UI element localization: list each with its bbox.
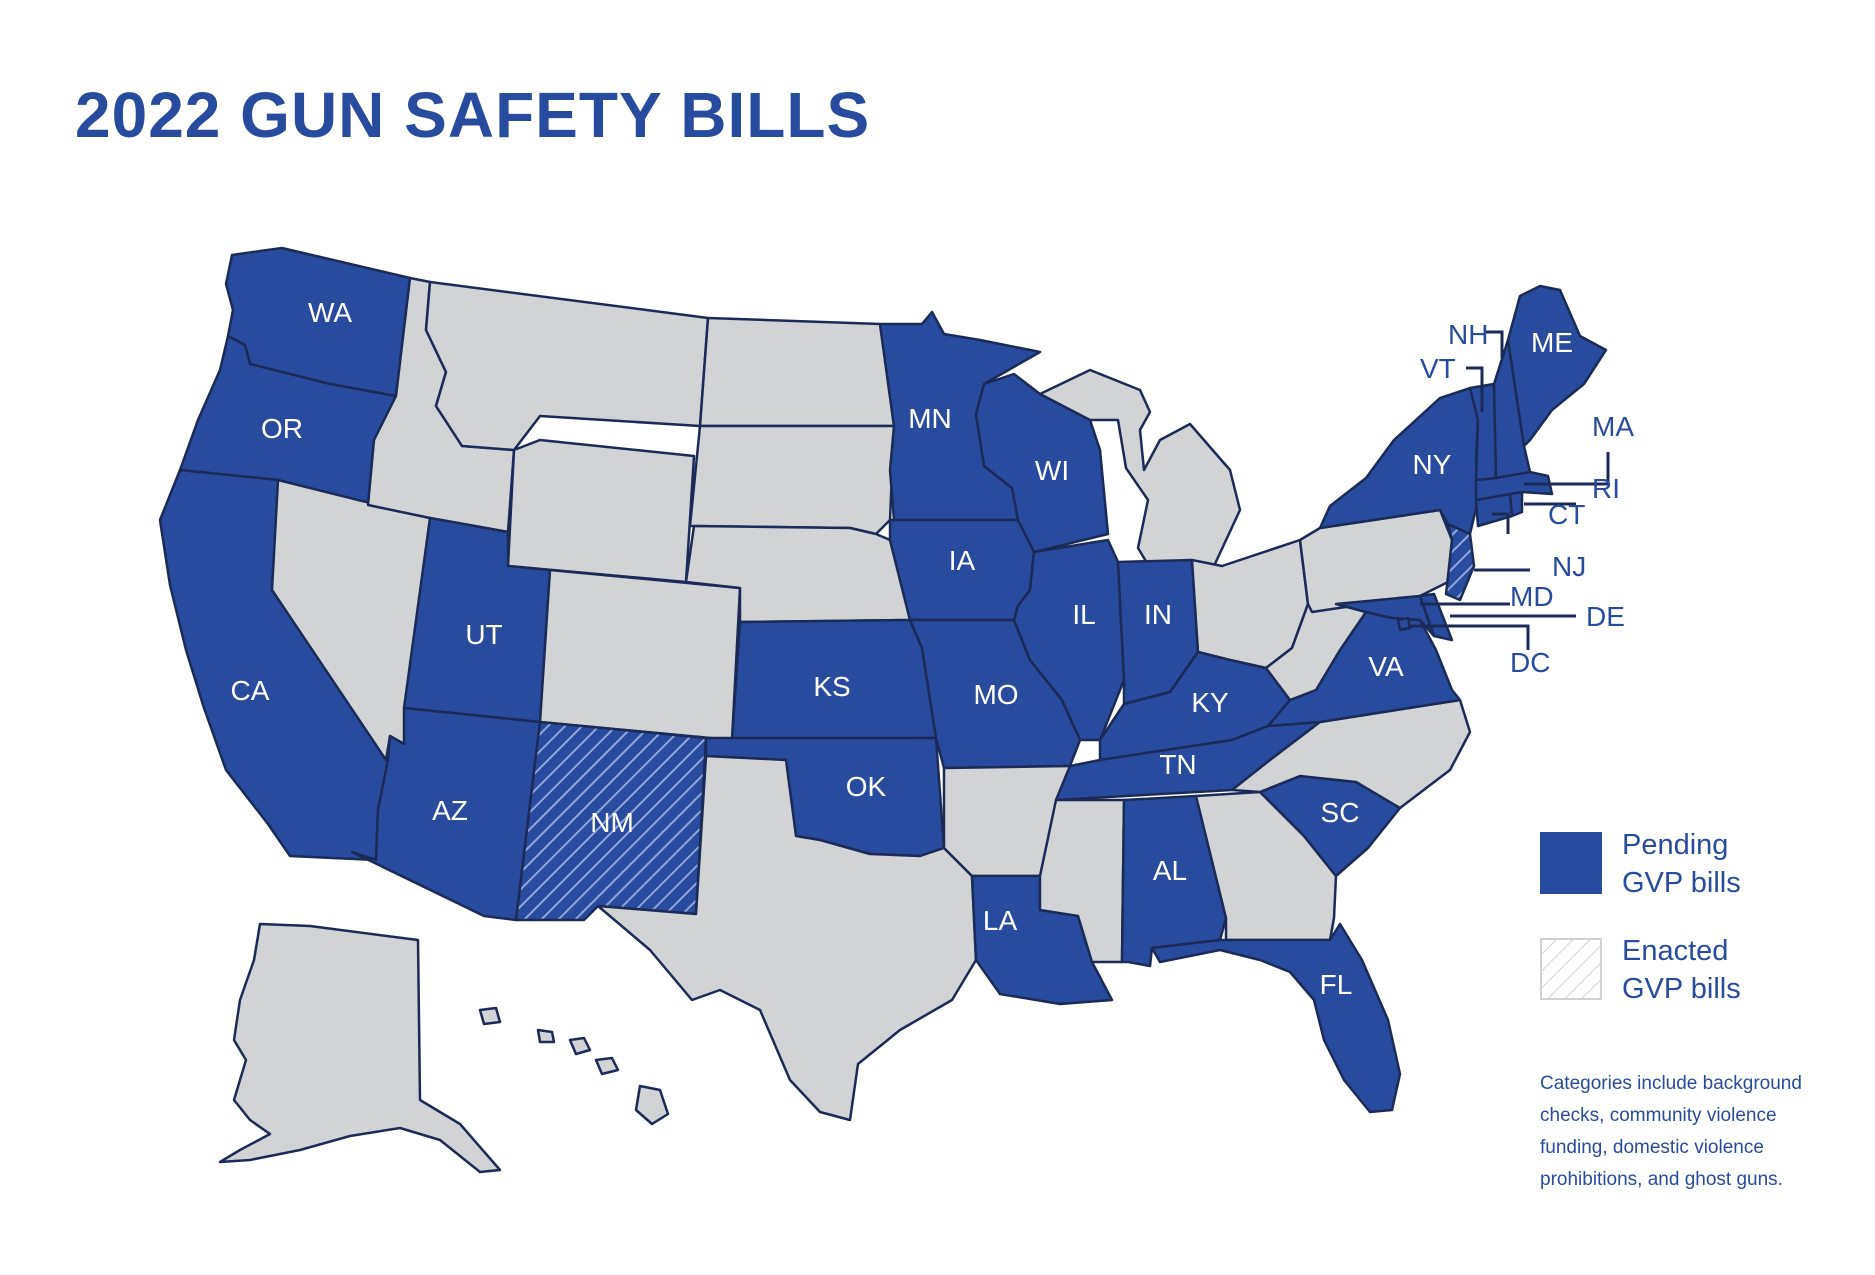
state-label-de: DE xyxy=(1586,601,1625,632)
state-label-dc: DC xyxy=(1510,647,1550,678)
legend-enacted-line2: GVP bills xyxy=(1622,973,1741,1005)
state-label-ia: IA xyxy=(949,545,976,576)
state-label-la: LA xyxy=(983,905,1018,936)
state-label-mn: MN xyxy=(908,403,952,434)
legend-enacted-label: Enacted GVP bills xyxy=(1622,932,1741,1008)
categories-note: Categories include background checks, co… xyxy=(1540,1073,1802,1190)
state-label-tn: TN xyxy=(1159,749,1196,780)
state-label-az: AZ xyxy=(432,795,468,826)
state-vt[interactable] xyxy=(1468,382,1498,482)
state-label-wi: WI xyxy=(1035,455,1069,486)
state-label-nm: NM xyxy=(590,807,634,838)
state-mi[interactable] xyxy=(1038,368,1242,570)
state-label-ma: MA xyxy=(1592,411,1634,442)
state-tx[interactable] xyxy=(596,754,978,1122)
state-wy[interactable] xyxy=(506,438,696,584)
state-label-fl: FL xyxy=(1320,969,1353,1000)
northeast-leaders xyxy=(1408,330,1610,650)
state-label-mo: MO xyxy=(973,679,1018,710)
state-label-or: OR xyxy=(261,413,303,444)
state-label-ky: KY xyxy=(1191,687,1229,718)
state-nh[interactable] xyxy=(1492,338,1532,480)
state-label-nj: NJ xyxy=(1552,551,1586,582)
state-label-ks: KS xyxy=(813,671,850,702)
state-mt[interactable] xyxy=(424,280,710,452)
state-fl[interactable] xyxy=(1150,922,1402,1114)
state-nj[interactable] xyxy=(1444,522,1476,602)
state-label-sc: SC xyxy=(1321,797,1360,828)
state-ak[interactable] xyxy=(218,922,502,1174)
state-label-vt: VT xyxy=(1420,353,1456,384)
state-label-il: IL xyxy=(1072,599,1095,630)
state-wi[interactable] xyxy=(974,372,1110,554)
state-label-al: AL xyxy=(1153,855,1187,886)
state-me[interactable] xyxy=(1506,284,1608,448)
state-label-va: VA xyxy=(1368,651,1404,682)
page-title: 2022 GUN SAFETY BILLS xyxy=(75,79,871,151)
state-label-ny: NY xyxy=(1413,449,1452,480)
state-label-ut: UT xyxy=(465,619,502,650)
state-label-me: ME xyxy=(1531,327,1573,358)
state-sd[interactable] xyxy=(688,424,896,536)
state-co[interactable] xyxy=(538,568,742,742)
state-label-ok: OK xyxy=(846,771,887,802)
legend-enacted-line1: Enacted xyxy=(1622,935,1729,967)
legend-pending-swatch xyxy=(1540,832,1602,894)
state-label-md: MD xyxy=(1510,581,1554,612)
state-label-ca: CA xyxy=(231,675,270,706)
state-nc[interactable] xyxy=(1230,698,1472,810)
state-label-ct: CT xyxy=(1548,499,1585,530)
state-label-ri: RI xyxy=(1592,473,1620,504)
legend-pending-label: Pending GVP bills xyxy=(1622,826,1741,902)
state-ny[interactable] xyxy=(1318,386,1480,536)
state-nd[interactable] xyxy=(698,316,896,428)
state-ri[interactable] xyxy=(1508,490,1524,518)
legend-pending-line1: Pending xyxy=(1622,829,1729,861)
state-hi[interactable] xyxy=(478,1006,670,1126)
state-label-in: IN xyxy=(1144,599,1172,630)
legend-pending-line2: GVP bills xyxy=(1622,867,1741,899)
legend-enacted-swatch xyxy=(1540,938,1602,1000)
state-label-nh: NH xyxy=(1448,319,1488,350)
state-label-wa: WA xyxy=(308,297,352,328)
state-il[interactable] xyxy=(1012,538,1126,742)
state-dc[interactable] xyxy=(1396,616,1412,632)
